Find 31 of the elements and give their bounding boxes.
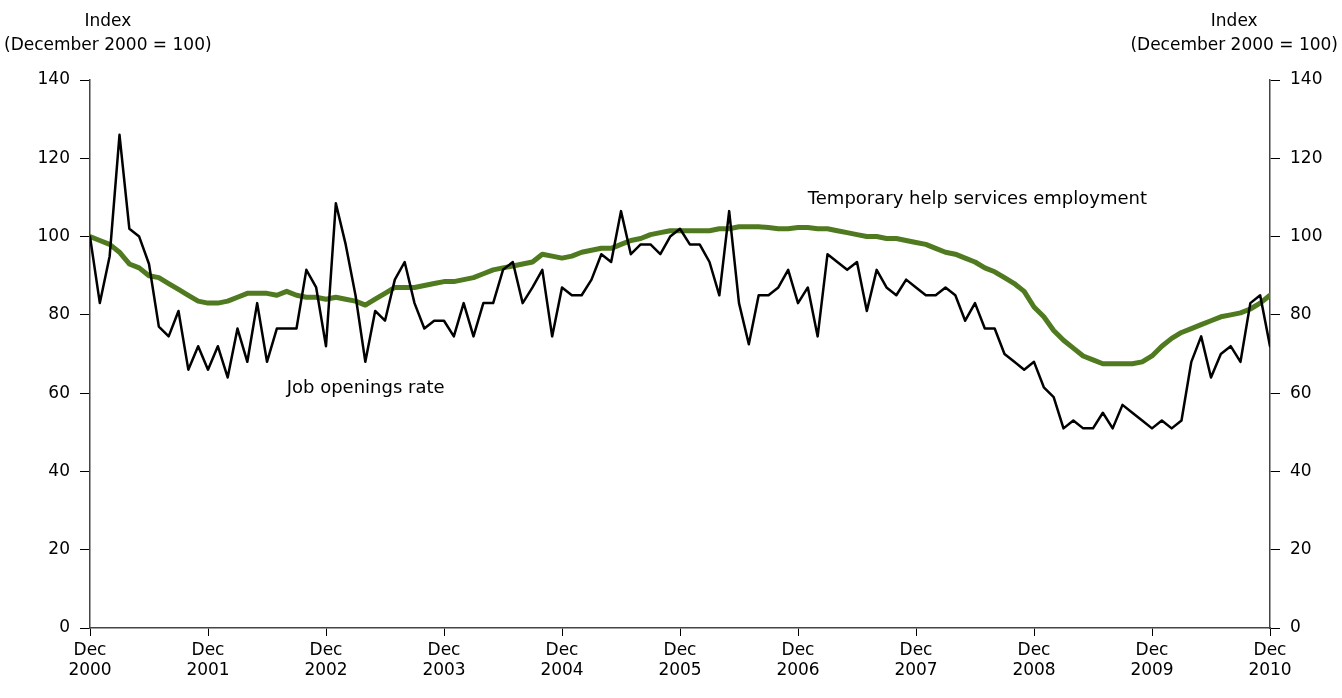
y-tick-label: 140 xyxy=(37,68,70,89)
x-tick-label: Dec 2001 xyxy=(186,638,230,680)
y-tick-label: 80 xyxy=(48,303,70,324)
x-tick-label: Dec 2010 xyxy=(1248,638,1292,680)
x-tick-label: Dec 2003 xyxy=(422,638,466,680)
x-tick-label: Dec 2008 xyxy=(1012,638,1056,680)
y2-axis-title: Index (December 2000 = 100) xyxy=(1130,10,1338,54)
y2-tick-label: 100 xyxy=(1290,224,1323,245)
x-tick-label: Dec 2006 xyxy=(776,638,820,680)
x-tick-label: Dec 2005 xyxy=(658,638,702,680)
y-tick-label: 20 xyxy=(48,538,70,559)
y2-tick-label: 140 xyxy=(1290,68,1323,89)
y2-tick-label: 0 xyxy=(1290,616,1301,637)
y-tick-label: 0 xyxy=(59,616,70,637)
x-tick-label: Dec 2009 xyxy=(1130,638,1174,680)
y2-tick-label: 80 xyxy=(1290,303,1312,324)
y-tick-label: 100 xyxy=(37,224,70,245)
y-tick-label: 40 xyxy=(48,459,70,480)
y2-tick-label: 60 xyxy=(1290,381,1312,402)
y-axis-title: Index (December 2000 = 100) xyxy=(4,10,212,54)
series-label: Job openings rate xyxy=(285,376,445,398)
y2-tick-label: 120 xyxy=(1290,146,1323,167)
x-tick-label: Dec 2004 xyxy=(540,638,584,680)
y-tick-label: 60 xyxy=(48,381,70,402)
y2-tick-label: 20 xyxy=(1290,538,1312,559)
series-label: Temporary help services employment xyxy=(806,187,1148,209)
x-tick-label: Dec 2002 xyxy=(304,638,348,680)
y-tick-label: 120 xyxy=(37,146,70,167)
x-tick-label: Dec 2000 xyxy=(68,638,112,680)
x-tick-label: Dec 2007 xyxy=(894,638,938,680)
y2-tick-label: 40 xyxy=(1290,459,1312,480)
